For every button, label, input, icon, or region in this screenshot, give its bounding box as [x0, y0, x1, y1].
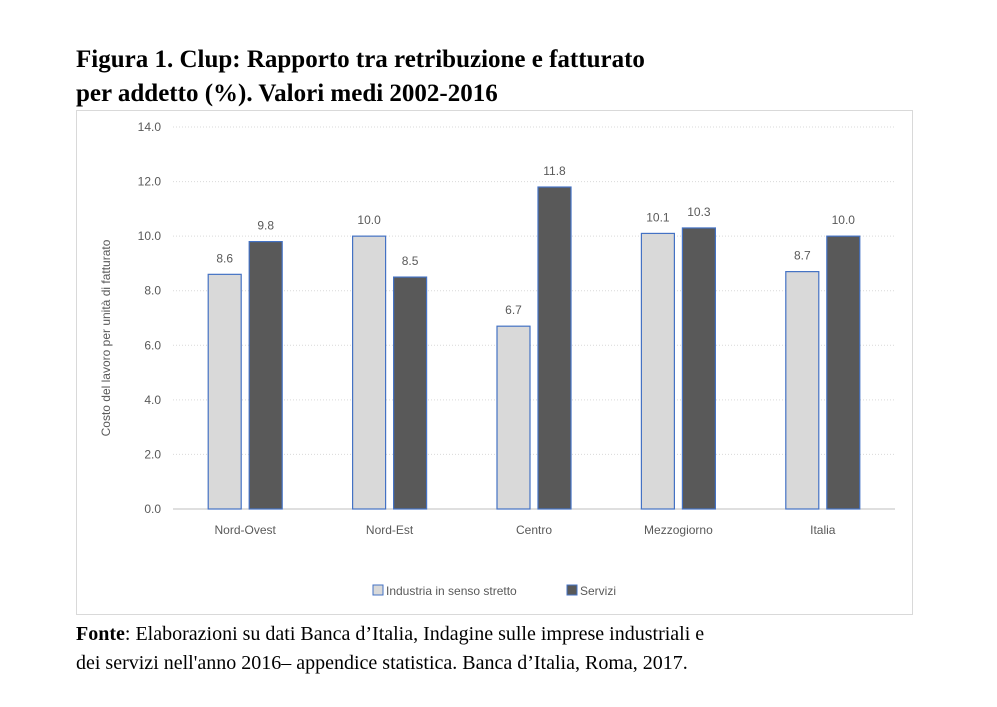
bar — [248, 241, 283, 510]
bar — [681, 227, 717, 510]
bar — [640, 232, 676, 510]
y-tick-label: 0.0 — [144, 502, 161, 516]
bar — [785, 271, 820, 510]
legend-swatch — [372, 584, 384, 596]
bar — [826, 235, 861, 510]
bar — [496, 325, 531, 510]
data-label: 10.3 — [687, 205, 711, 219]
y-tick-label: 2.0 — [144, 447, 161, 461]
source-line: dei servizi nell'anno 2016– appendice st… — [76, 652, 688, 674]
legend-swatch — [566, 584, 578, 596]
data-label: 10.0 — [832, 213, 856, 227]
y-tick-label: 4.0 — [144, 393, 161, 407]
y-tick-label: 6.0 — [144, 338, 161, 352]
y-tick-label: 14.0 — [138, 120, 162, 134]
source-label: Fonte — [76, 623, 125, 645]
data-label: 8.6 — [216, 251, 233, 265]
data-label: 10.0 — [357, 213, 381, 227]
source-line: Fonte: Elaborazioni su dati Banca d’Ital… — [76, 623, 704, 645]
legend-label: Servizi — [580, 584, 616, 598]
data-label: 11.8 — [543, 164, 566, 178]
x-tick-label: Mezzogiorno — [644, 523, 713, 537]
x-tick-label: Centro — [516, 523, 552, 537]
plot: 0.0 2.0 4.0 6.0 8.0 10.0 12.0 14.0 Nord-Ovest 8.6… — [138, 120, 895, 598]
bar — [352, 235, 387, 510]
y-tick-label: 12.0 — [138, 175, 162, 189]
x-tick-label: Nord-Est — [366, 523, 414, 537]
source-text: : Elaborazioni su dati Banca d’Italia, I… — [125, 623, 704, 645]
y-tick-label: 10.0 — [138, 229, 162, 243]
legend-label: Industria in senso stretto — [386, 584, 517, 598]
x-tick-label: Nord-Ovest — [215, 523, 277, 537]
title-line: per addetto (%). Valori medi 2002-2016 — [76, 80, 498, 107]
title-line: Figura 1. Clup: Rapporto tra retribuzion… — [76, 46, 645, 73]
x-tick-label: Italia — [810, 523, 836, 537]
data-label: 8.7 — [794, 249, 811, 263]
data-label: 6.7 — [505, 303, 522, 317]
y-tick-label: 8.0 — [144, 284, 161, 298]
bar — [537, 186, 572, 510]
y-axis-label: Costo del lavoro per unità di fatturato — [99, 239, 113, 436]
bar — [393, 276, 428, 510]
data-label: 9.8 — [257, 219, 274, 233]
data-label: 8.5 — [402, 254, 419, 268]
data-label: 10.1 — [646, 210, 670, 224]
bar — [207, 273, 242, 510]
